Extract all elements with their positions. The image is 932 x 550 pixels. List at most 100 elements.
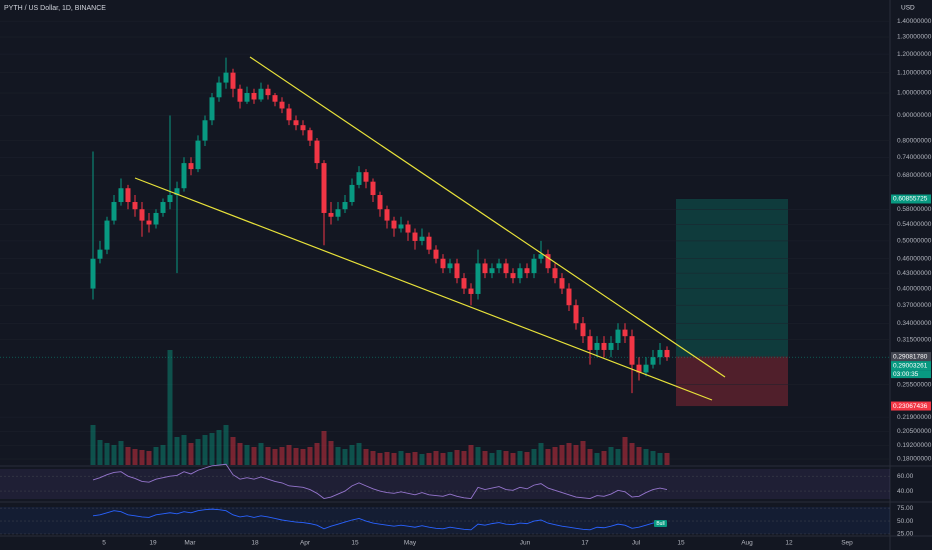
volume-bar [349, 445, 355, 465]
indicators: Bull [0, 463, 890, 535]
candle-body [111, 202, 117, 221]
candle-body [104, 220, 110, 250]
stop-zone [676, 356, 788, 407]
volume-bar [454, 450, 460, 465]
candle-body [657, 349, 663, 358]
position-tool [0, 198, 890, 407]
volume-bar [286, 445, 292, 465]
candle-body [223, 72, 229, 83]
candle-body [475, 263, 481, 294]
candle-body [272, 95, 278, 102]
volume-bar [251, 447, 257, 465]
y-tick-label: 0.50000000 [897, 238, 932, 245]
x-tick-label: Jun [520, 540, 531, 547]
candle-body [517, 268, 523, 279]
volume-bar [104, 443, 110, 465]
candle-body [356, 172, 362, 185]
volume-bar [657, 453, 663, 465]
candle-body [188, 163, 194, 170]
candle-body [391, 220, 397, 229]
volume-bar [447, 452, 453, 465]
y-tick-label: 0.68000000 [897, 172, 932, 179]
volume-bar [552, 447, 558, 465]
volume-bar [307, 447, 313, 465]
candle-body [181, 163, 187, 189]
price-label-box [891, 352, 931, 362]
candle-body [90, 258, 96, 289]
y-tick-label: 1.30000000 [897, 34, 932, 41]
candle-body [321, 163, 327, 213]
candle-body [279, 101, 285, 109]
oscillator-line [92, 508, 668, 531]
volume-bar [461, 451, 467, 465]
volume-bar [216, 430, 222, 465]
y-tick-label: 1.20000000 [897, 51, 932, 58]
volume-bar [160, 445, 166, 465]
volume-bar [531, 449, 537, 465]
volume-bar [594, 453, 600, 465]
volume-bar [412, 452, 418, 465]
candle-body [251, 92, 257, 100]
currency-label: USD [901, 5, 915, 12]
candle-body [545, 254, 551, 269]
trendline [249, 56, 726, 378]
volume-bar [468, 445, 474, 465]
y-tick-label: 0.18000000 [897, 456, 932, 463]
y-tick-label: 1.10000000 [897, 69, 932, 76]
candle-body [433, 249, 439, 259]
candle-body [447, 263, 453, 269]
candle-body [496, 263, 502, 269]
candle-body [468, 288, 474, 294]
candle-body [636, 364, 642, 373]
volume-bar [258, 443, 264, 465]
volume-bar [615, 449, 621, 465]
volume-bar [622, 437, 628, 465]
candle-body [489, 268, 495, 274]
candle-body [552, 268, 558, 279]
candle-body [342, 202, 348, 210]
volume-bar [510, 453, 516, 465]
candle-body [209, 97, 215, 121]
volume-bar [209, 433, 215, 465]
x-tick-label: 19 [149, 540, 157, 547]
candle-body [153, 212, 159, 225]
candle-body [132, 202, 138, 210]
y-tick-label: 0.31500000 [897, 336, 932, 343]
volume-bar [230, 437, 236, 465]
volume-bar [125, 447, 131, 465]
rsi-line [92, 463, 668, 499]
candle-body [265, 88, 271, 96]
volume-bar [517, 451, 523, 465]
candle-body [412, 232, 418, 241]
y-tick-label: 0.58000000 [897, 206, 932, 213]
volume-bar [573, 445, 579, 465]
y-tick-label: 0.40000000 [897, 285, 932, 292]
candle-body [97, 249, 103, 259]
y-tick-label: 0.46000000 [897, 255, 932, 262]
volume-bar [629, 443, 635, 465]
oscillator-band [0, 507, 890, 534]
y-tick-label: 0.25500000 [897, 381, 932, 388]
volume-bar [580, 441, 586, 465]
candle-body [335, 209, 341, 217]
candle-body [139, 209, 145, 221]
price-label: 0.60855725 [893, 196, 928, 203]
candle-body [293, 120, 299, 126]
volume-bar [342, 449, 348, 465]
x-tick-label: 17 [581, 540, 589, 547]
candle-body [594, 342, 600, 350]
y-tick-label: 1.40000000 [897, 18, 932, 25]
x-tick-label: Aug [741, 540, 753, 547]
volume-bar [167, 350, 173, 465]
volume-bar [314, 443, 320, 465]
y-tick-label: 0.20500000 [897, 428, 932, 435]
volume-bar [90, 425, 96, 465]
candle-body [244, 92, 250, 102]
candle-body [608, 342, 614, 350]
volume-bar [265, 447, 271, 465]
candle-body [314, 140, 320, 164]
candle-body [454, 263, 460, 279]
x-tick-label: May [404, 540, 417, 547]
candle-body [349, 184, 355, 203]
